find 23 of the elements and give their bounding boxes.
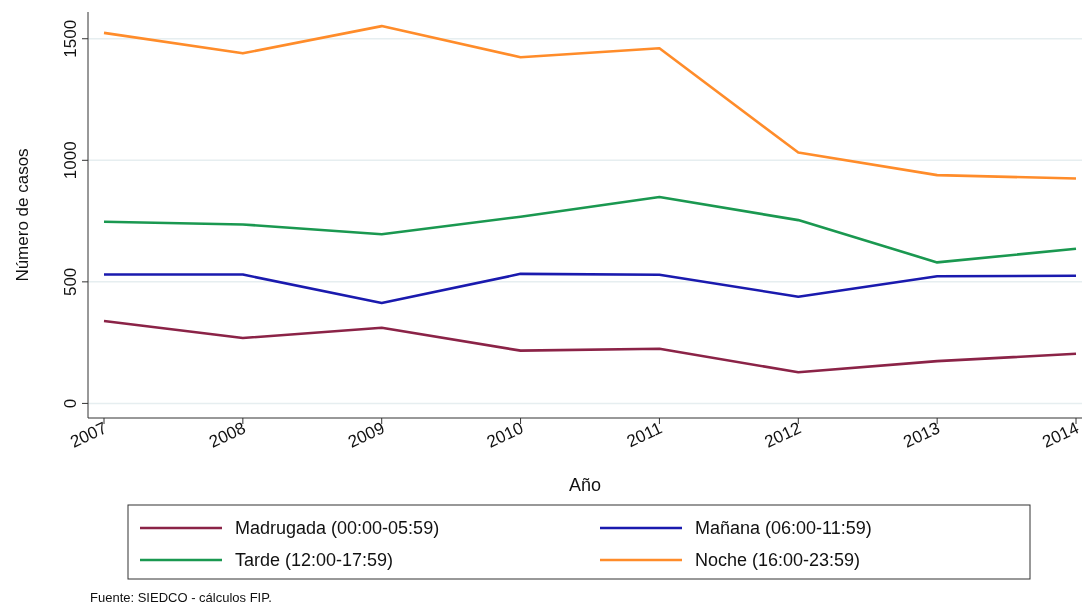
- y-tick-label: 1000: [61, 141, 80, 180]
- line-series: [102, 319, 1078, 374]
- x-tick-label: 2011: [623, 418, 666, 452]
- source-note: Fuente: SIEDCO - cálculos FIP.: [90, 590, 272, 605]
- line-series: [102, 195, 1078, 264]
- legend-label: Noche (16:00-23:59): [695, 550, 861, 570]
- line-series: [102, 24, 1078, 180]
- legend-label: Tarde (12:00-17:59): [235, 550, 394, 570]
- y-tick-label: 1500: [61, 19, 80, 58]
- y-axis-title: Número de casos: [13, 148, 32, 282]
- x-axis-title: Año: [568, 475, 602, 495]
- y-tick-label: 500: [61, 267, 80, 297]
- x-tick-label: 2007: [67, 418, 110, 452]
- x-tick-label: 2010: [483, 418, 527, 452]
- y-tick-label: 0: [61, 398, 80, 409]
- x-tick-label: 2012: [761, 418, 804, 452]
- x-tick-label: 2014: [1039, 418, 1082, 452]
- x-tick-label: 2009: [345, 418, 388, 452]
- x-tick-label: 2008: [206, 418, 249, 452]
- line-series: [102, 272, 1078, 305]
- x-tick-label: 2013: [900, 418, 943, 452]
- legend-label: Mañana (06:00-11:59): [695, 518, 872, 538]
- legend-label: Madrugada (00:00-05:59): [235, 518, 440, 538]
